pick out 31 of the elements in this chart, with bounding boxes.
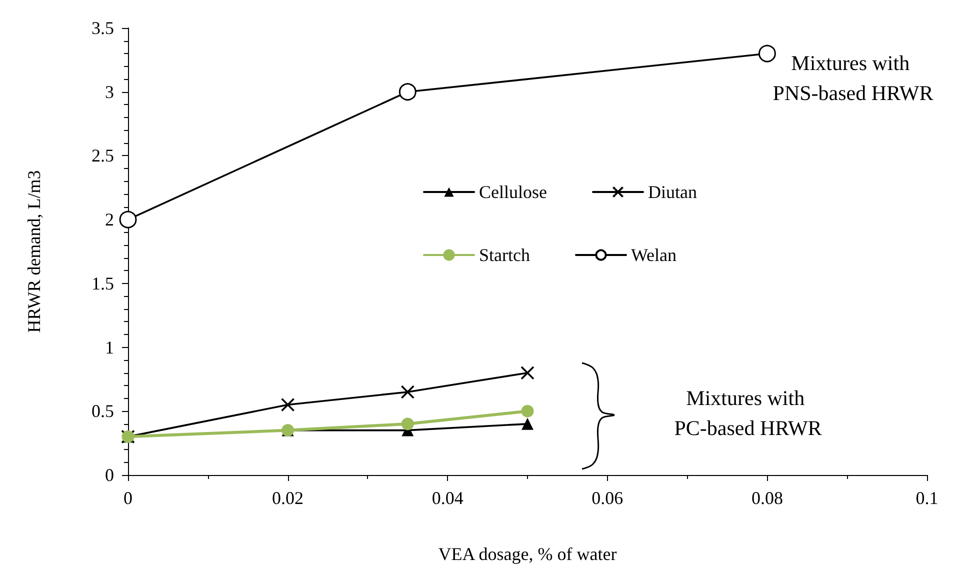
y-tick-label: 3.5 — [92, 18, 114, 38]
y-tick-label: 2.5 — [92, 146, 114, 166]
x-tick-label: 0.06 — [592, 488, 624, 508]
point — [758, 44, 776, 62]
point — [520, 366, 534, 380]
point — [280, 398, 295, 412]
legend-label: Welan — [630, 245, 677, 265]
x-axis-title: VEA dosage, % of water — [438, 544, 617, 564]
x-tick-label: 0 — [124, 488, 132, 508]
y-tick-label: 2 — [105, 210, 114, 230]
y-tick-label: 0 — [105, 465, 114, 485]
annotation: Mixtures with PC-based HRWR — [674, 386, 822, 440]
point — [521, 404, 534, 418]
x-tick-label: 0.08 — [751, 488, 783, 508]
legend-label: Cellulose — [479, 182, 548, 202]
y-tick-label: 3 — [105, 82, 114, 102]
legend-label: Startch — [479, 245, 530, 265]
y-tick-label: 1.5 — [92, 273, 114, 294]
legend-label: Diutan — [648, 182, 697, 202]
y-axis-title: HRWR demand, L/m3 — [24, 170, 44, 333]
annotation: Mixtures with PNS-based HRWR — [772, 51, 934, 105]
point — [398, 83, 416, 101]
point — [522, 418, 534, 430]
point — [401, 418, 414, 430]
x-tick-label: 0.02 — [272, 488, 304, 508]
x-tick-label: 0.04 — [432, 488, 464, 508]
x-tick-label: 0.1 — [916, 488, 938, 508]
y-tick-label: 0.5 — [92, 401, 114, 422]
point — [119, 210, 137, 228]
point — [400, 385, 415, 399]
y-tick-label: 1 — [105, 337, 114, 358]
